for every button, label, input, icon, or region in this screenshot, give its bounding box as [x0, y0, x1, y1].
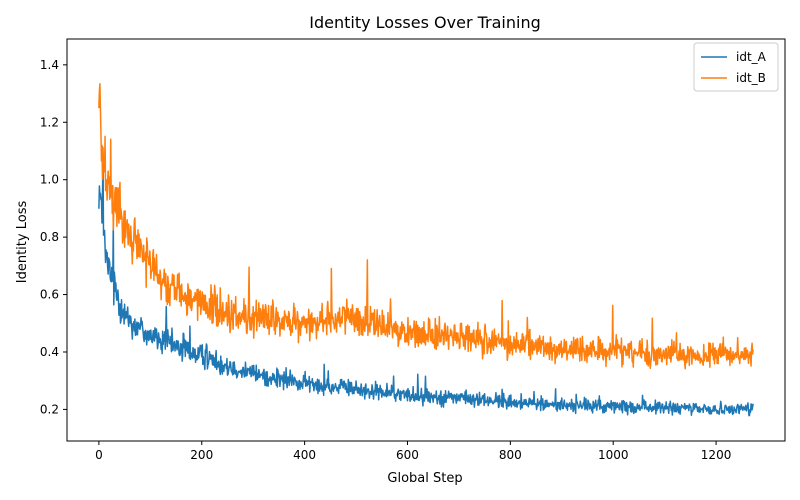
x-tick-label: 1000: [598, 448, 629, 462]
plot-area: [66, 38, 786, 442]
x-tick-label: 600: [396, 448, 419, 462]
y-tick-label: 1.2: [40, 115, 59, 129]
y-axis-label: Identity Loss: [15, 201, 30, 284]
x-axis-label: Global Step: [387, 471, 462, 486]
legend-box: [693, 42, 779, 92]
chart-title: Identity Losses Over Training: [309, 13, 540, 32]
x-tick-label: 400: [293, 448, 316, 462]
y-tick-label: 1.4: [40, 58, 59, 72]
legend: idt_A idt_B: [693, 42, 779, 92]
y-tick-label: 0.6: [40, 288, 59, 302]
series-line-idt_B: [98, 83, 754, 370]
axes-frame: [66, 38, 786, 442]
legend-label-idt_B: idt_B: [736, 71, 766, 85]
y-tick-label: 0.8: [40, 230, 59, 244]
y-axis-ticks: 0.2 0.4 0.6 0.8 1.0 1.2 1.4: [40, 58, 67, 416]
series-line-idt_A: [98, 157, 754, 417]
x-tick-label: 800: [499, 448, 522, 462]
y-tick-label: 1.0: [40, 173, 59, 187]
y-tick-label: 0.2: [40, 402, 59, 416]
x-tick-label: 0: [95, 448, 103, 462]
x-tick-label: 1200: [701, 448, 732, 462]
x-tick-label: 200: [190, 448, 213, 462]
legend-label-idt_A: idt_A: [736, 50, 767, 64]
x-axis-ticks: 0 200 400 600 800 1000 1200: [95, 441, 731, 462]
y-tick-label: 0.4: [40, 345, 59, 359]
